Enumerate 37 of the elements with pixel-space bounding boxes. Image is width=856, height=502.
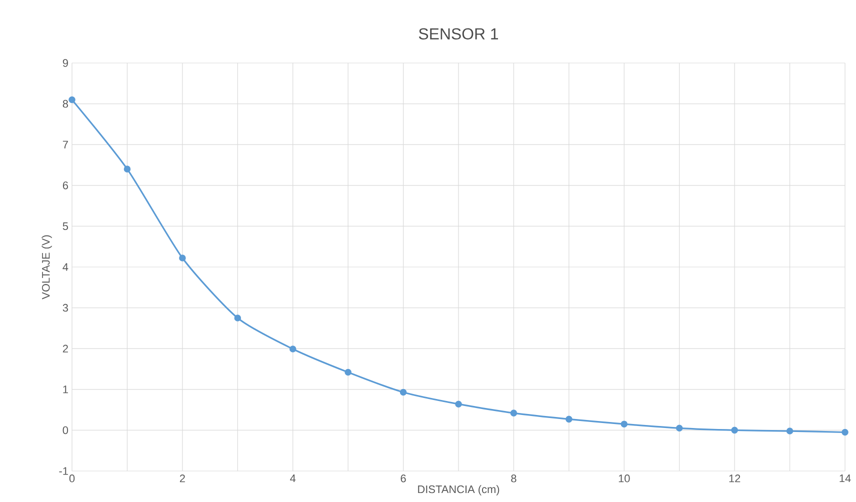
point [620, 420, 628, 428]
y-tick-label: 4 [62, 263, 68, 271]
x-tick-label: 12 [729, 474, 740, 482]
y-tick-label: 9 [62, 59, 68, 67]
y-tick-label: 8 [62, 100, 68, 108]
point [676, 424, 683, 432]
point [289, 346, 296, 352]
point [344, 368, 352, 376]
y-tick-label: 5 [62, 222, 68, 230]
point [842, 428, 848, 436]
y-tick-label: 0 [62, 426, 68, 434]
y-axis-title: VOLTAJE (V) [42, 235, 52, 300]
chart-title: SENSOR 1 [418, 28, 498, 40]
x-tick-label: 0 [69, 474, 75, 482]
point [234, 314, 242, 322]
y-tick-label: 7 [62, 140, 68, 148]
x-tick-label: 6 [400, 474, 406, 482]
x-tick-label: 8 [511, 474, 516, 482]
y-tick-label: 2 [62, 344, 68, 352]
point [510, 410, 518, 416]
point [400, 388, 407, 396]
x-tick-label: 4 [290, 474, 296, 482]
x-tick-label: 2 [180, 474, 185, 482]
point [179, 254, 186, 262]
x-axis-title: DISTANCIA (cm) [418, 485, 500, 496]
y-tick-label: 6 [62, 182, 68, 190]
x-tick-label: 14 [840, 474, 851, 482]
point [566, 416, 572, 423]
point [786, 428, 794, 434]
y-tick-label: 3 [62, 304, 68, 312]
y-tick-label: 1 [63, 386, 68, 394]
point [731, 426, 738, 434]
x-tick-label: 10 [618, 474, 630, 482]
y-tick-label: -1 [59, 467, 68, 475]
point [68, 96, 76, 104]
point [124, 166, 131, 172]
point [455, 400, 462, 408]
